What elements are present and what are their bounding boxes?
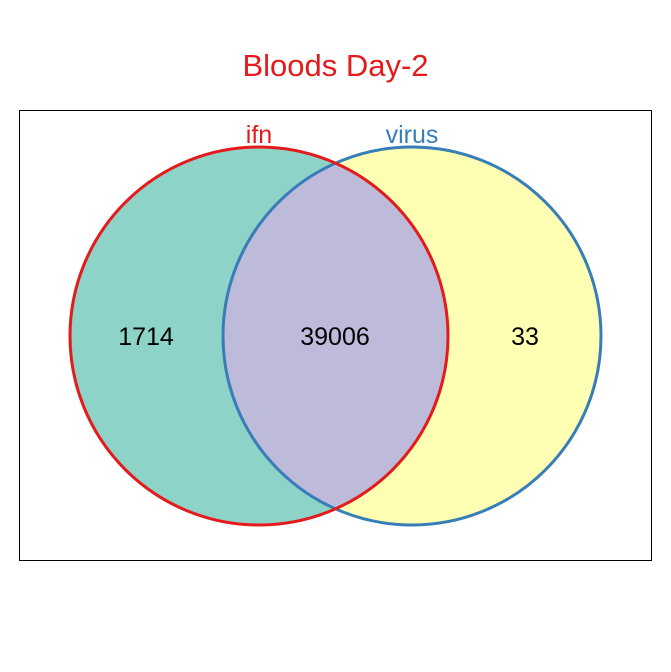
overlap-count: 39006 <box>300 323 370 351</box>
ifn-set-outline <box>68 145 450 527</box>
virus-only-count: 33 <box>511 323 539 351</box>
virus-set-outline <box>221 145 603 527</box>
ifn-only-count: 1714 <box>118 323 174 351</box>
virus-set-label: virus <box>386 121 439 149</box>
plot-frame <box>19 110 652 561</box>
chart-title: Bloods Day-2 <box>242 48 429 83</box>
overlap-region <box>223 147 448 525</box>
ifn-set-label: ifn <box>246 121 272 149</box>
